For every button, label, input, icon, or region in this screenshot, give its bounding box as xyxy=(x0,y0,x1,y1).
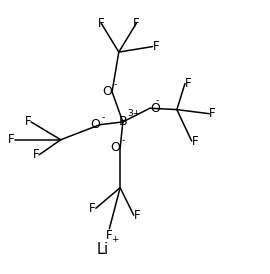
Text: F: F xyxy=(24,115,31,129)
Text: F: F xyxy=(106,229,113,242)
Text: F: F xyxy=(192,135,198,148)
Text: F: F xyxy=(8,133,15,146)
Text: F: F xyxy=(185,77,192,90)
Text: -: - xyxy=(122,136,125,145)
Text: O: O xyxy=(90,118,100,131)
Text: F: F xyxy=(153,40,159,53)
Text: F: F xyxy=(209,107,216,120)
Text: -: - xyxy=(101,113,104,122)
Text: +: + xyxy=(111,235,118,244)
Text: -: - xyxy=(113,80,117,89)
Text: F: F xyxy=(98,17,104,30)
Text: O: O xyxy=(150,102,160,115)
Text: O: O xyxy=(110,141,120,155)
Text: 3+: 3+ xyxy=(128,109,141,118)
Text: -: - xyxy=(156,96,159,105)
Text: O: O xyxy=(102,85,112,98)
Text: B: B xyxy=(119,115,127,129)
Text: F: F xyxy=(89,202,96,215)
Text: F: F xyxy=(133,17,140,30)
Text: F: F xyxy=(134,209,140,222)
Text: Li: Li xyxy=(97,242,109,257)
Text: F: F xyxy=(32,148,39,161)
